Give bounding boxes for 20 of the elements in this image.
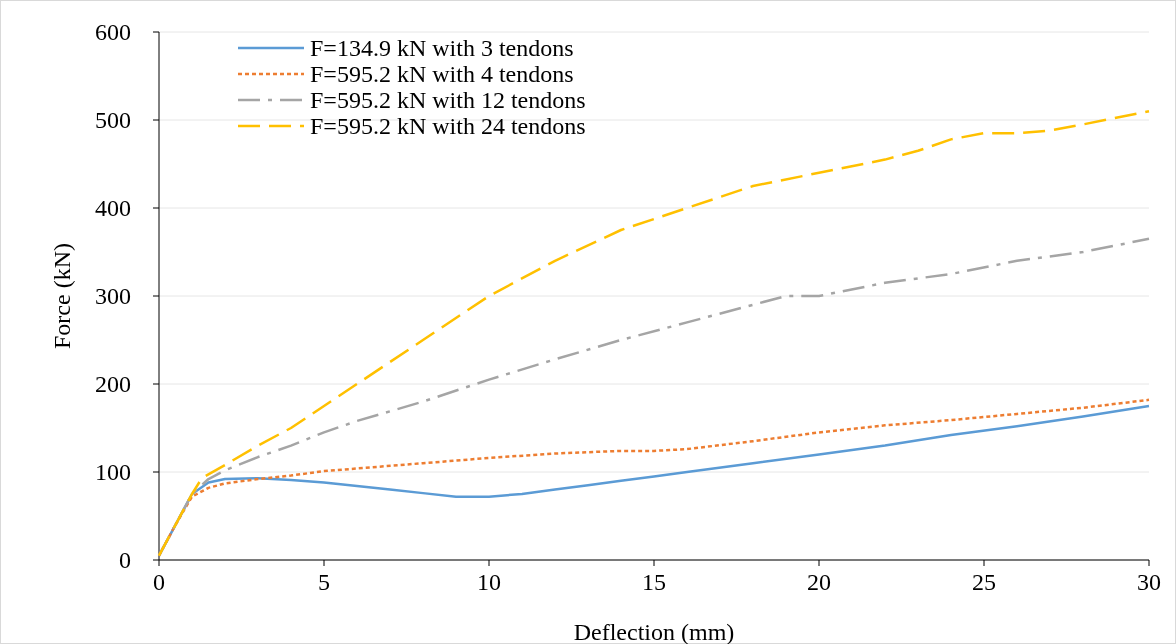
legend-label: F=595.2 kN with 24 tendons	[310, 113, 586, 139]
x-tick-label: 25	[972, 569, 996, 595]
legend-label: F=134.9 kN with 3 tendons	[310, 35, 574, 61]
legend-label: F=595.2 kN with 12 tendons	[310, 87, 586, 113]
x-tick-label: 30	[1137, 569, 1161, 595]
y-tick-label: 100	[95, 459, 131, 485]
y-tick-label: 400	[95, 195, 131, 221]
line-series	[157, 109, 1151, 557]
y-tick-label: 0	[119, 547, 131, 573]
y-tick-label: 600	[95, 19, 131, 45]
y-tick-label: 500	[95, 107, 131, 133]
x-tick-label: 10	[477, 569, 501, 595]
x-tick-label: 0	[153, 569, 165, 595]
y-axis-title: Force (kN)	[49, 243, 75, 349]
x-tick-label: 20	[807, 569, 831, 595]
x-tick-label: 5	[318, 569, 330, 595]
legend-label: F=595.2 kN with 4 tendons	[310, 61, 574, 87]
y-tick-label: 300	[95, 283, 131, 309]
y-tick-label: 200	[95, 371, 131, 397]
x-tick-label: 15	[642, 569, 666, 595]
